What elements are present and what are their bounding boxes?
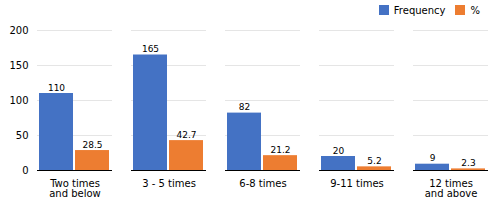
svg-text:100: 100: [9, 95, 28, 106]
svg-text:42.7: 42.7: [176, 130, 196, 140]
svg-text:0: 0: [22, 165, 28, 176]
svg-text:20: 20: [333, 146, 345, 156]
svg-text:9-11 times: 9-11 times: [330, 178, 384, 189]
svg-text:200: 200: [9, 25, 28, 36]
svg-text:12 timesand above: 12 timesand above: [425, 178, 478, 199]
svg-text:6-8 times: 6-8 times: [239, 178, 286, 189]
svg-text:165: 165: [142, 44, 159, 54]
svg-text:2.3: 2.3: [461, 158, 475, 168]
svg-text:21.2: 21.2: [270, 145, 290, 155]
svg-text:9: 9: [430, 153, 436, 163]
html-text:Frequency: Frequency: [393, 4, 446, 16]
svg-text:3 - 5 times: 3 - 5 times: [142, 178, 196, 189]
svg-text:50: 50: [16, 130, 29, 141]
svg-text:82: 82: [239, 102, 250, 112]
svg-text:Two timesand below: Two timesand below: [49, 178, 101, 199]
svg-text:5.2: 5.2: [367, 156, 381, 166]
svg-text:150: 150: [9, 60, 28, 71]
svg-text:110: 110: [48, 83, 65, 93]
svg-text:28.5: 28.5: [82, 140, 102, 150]
